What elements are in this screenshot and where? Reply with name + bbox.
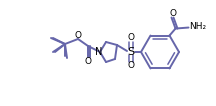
Text: O: O (127, 33, 135, 43)
Text: O: O (75, 31, 81, 40)
Text: NH₂: NH₂ (189, 22, 206, 31)
Text: O: O (84, 56, 92, 66)
Text: N: N (95, 47, 103, 57)
Text: O: O (169, 9, 176, 18)
Text: O: O (127, 61, 135, 70)
Text: S: S (127, 47, 135, 57)
